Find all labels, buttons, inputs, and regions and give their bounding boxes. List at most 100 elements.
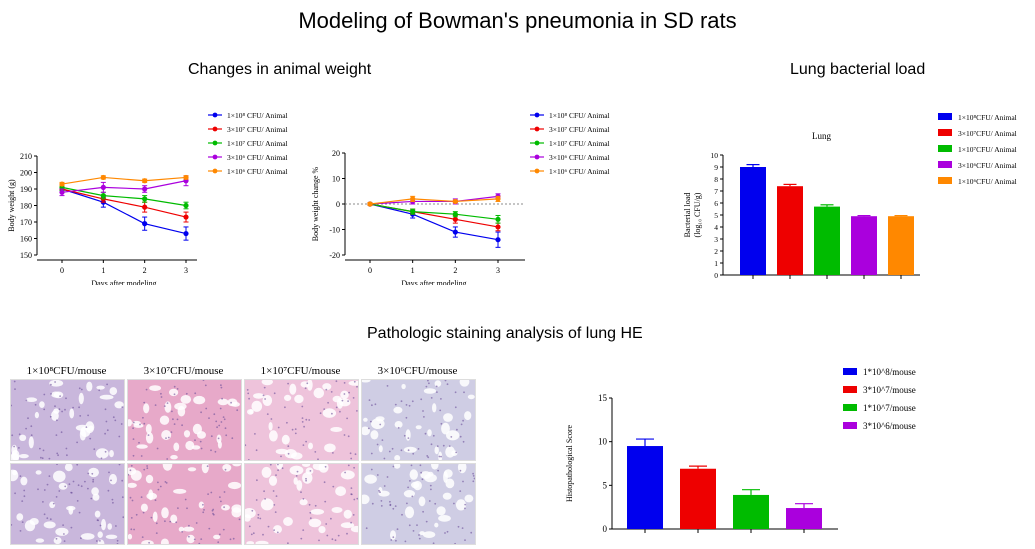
histology-column-label: 1×10⁸CFU/mouse bbox=[26, 365, 107, 377]
histology-panel: 1×10⁸CFU/mouse 3×10⁷CFU/mouse 1×10⁷CFU/mou… bbox=[6, 365, 480, 548]
tissue-panel bbox=[244, 378, 362, 461]
data-point bbox=[59, 189, 65, 195]
legend-label: 3*10^6/mouse bbox=[863, 421, 916, 431]
tissue-panel bbox=[6, 463, 125, 548]
y-tick-label: 170 bbox=[20, 218, 32, 227]
y-tick-label: 0 bbox=[336, 200, 340, 209]
legend-label: 1*10^8/mouse bbox=[863, 367, 916, 377]
tissue-panel bbox=[125, 458, 243, 548]
legend-swatch bbox=[843, 386, 857, 393]
y-tick-label: 0 bbox=[714, 271, 718, 280]
body-weight-chart: 150 160 170 180 190 200 210 0 1 2 3 Days after mode… bbox=[7, 111, 288, 285]
y-tick-label: 180 bbox=[20, 202, 32, 211]
data-point bbox=[495, 216, 501, 222]
legend-marker bbox=[534, 140, 540, 146]
x-tick-label: 3 bbox=[184, 266, 188, 275]
legend-swatch bbox=[938, 113, 952, 120]
tissue-panel bbox=[242, 458, 363, 546]
y-tick-label: 210 bbox=[20, 152, 32, 161]
legend-label: 3×10⁶CFU/ Animal bbox=[958, 161, 1017, 170]
data-point bbox=[142, 196, 148, 202]
legend-label: 3×10⁶ CFU/ Animal bbox=[227, 153, 288, 162]
bar bbox=[777, 186, 803, 275]
series-line bbox=[369, 203, 499, 220]
bar bbox=[680, 468, 716, 529]
tissue-image bbox=[359, 459, 476, 545]
tissue-image bbox=[125, 458, 243, 548]
x-tick-label: 3 bbox=[496, 266, 500, 275]
histology-column-label: 3×10⁷CFU/mouse bbox=[143, 365, 224, 377]
legend-label: 1×10⁶CFU/ Animal bbox=[958, 177, 1017, 186]
data-point bbox=[59, 181, 65, 187]
data-point bbox=[142, 221, 148, 227]
data-point bbox=[100, 174, 106, 181]
y-tick-label: 3 bbox=[714, 235, 718, 244]
y-tick-label: 190 bbox=[20, 185, 32, 194]
data-point bbox=[142, 186, 148, 192]
x-tick-label: 0 bbox=[60, 266, 64, 275]
tissue-panel bbox=[360, 377, 476, 462]
legend-swatch bbox=[843, 422, 857, 429]
bar bbox=[851, 216, 877, 275]
legend-label: 1×10⁷CFU/ Animal bbox=[958, 145, 1017, 154]
weight-section-title: Changes in animal weight bbox=[188, 61, 372, 78]
bar bbox=[733, 494, 769, 529]
y-tick-label: 200 bbox=[20, 169, 32, 178]
legend-label: 1×10⁶ CFU/ Animal bbox=[549, 167, 610, 176]
load-section-title: Lung bacterial load bbox=[790, 61, 926, 78]
x-tick-label: 1 bbox=[411, 266, 415, 275]
series-line bbox=[61, 188, 187, 235]
y-tick-label: 7 bbox=[714, 187, 718, 196]
legend-marker bbox=[212, 112, 218, 118]
legend-label: 1×10⁸ CFU/ Animal bbox=[549, 111, 610, 120]
legend-label: 1×10⁷ CFU/ Animal bbox=[227, 139, 288, 148]
tissue-panel bbox=[10, 379, 125, 463]
data-point bbox=[367, 201, 373, 207]
data-point bbox=[142, 204, 148, 210]
legend-marker bbox=[534, 154, 540, 160]
legend-marker bbox=[534, 126, 540, 132]
bar bbox=[740, 167, 766, 275]
x-axis-label: Days after modeling bbox=[91, 279, 156, 285]
y-axis-label: Histopathological Score bbox=[565, 425, 574, 503]
y-tick-label: 6 bbox=[714, 199, 718, 208]
legend-label: 3×10⁷ CFU/ Animal bbox=[227, 125, 288, 134]
tissue-image bbox=[360, 377, 475, 462]
data-point bbox=[452, 229, 458, 235]
y-tick-label: 2 bbox=[714, 247, 718, 256]
tissue-image bbox=[126, 379, 241, 460]
tissue-panel bbox=[126, 379, 242, 461]
legend-swatch bbox=[938, 129, 952, 136]
x-tick-label: 0 bbox=[368, 266, 372, 275]
histo-score-chart: 0 5 10 15 Histopathological Score 1*10^8/mous… bbox=[565, 367, 916, 534]
y-tick-label: 160 bbox=[20, 235, 32, 244]
data-point bbox=[452, 198, 458, 205]
tissue-image bbox=[6, 463, 125, 548]
y-tick-label: -10 bbox=[329, 226, 340, 235]
legend-label: 3*10^7/mouse bbox=[863, 385, 916, 395]
series-line bbox=[61, 188, 187, 218]
data-point bbox=[183, 230, 189, 237]
y-tick-label: -20 bbox=[329, 251, 340, 260]
y-tick-label: 20 bbox=[332, 149, 340, 158]
y-tick-label: 150 bbox=[20, 251, 32, 260]
legend-swatch bbox=[938, 145, 952, 152]
bar bbox=[888, 216, 914, 275]
series-line bbox=[369, 203, 499, 241]
tissue-image bbox=[10, 379, 124, 463]
y-tick-label: 10 bbox=[711, 151, 719, 160]
legend-label: 3×10⁷CFU/ Animal bbox=[958, 129, 1017, 138]
x-tick-label: 2 bbox=[453, 266, 457, 275]
data-point bbox=[452, 216, 458, 222]
series-line bbox=[369, 195, 499, 205]
y-tick-label: 15 bbox=[598, 393, 608, 403]
data-point bbox=[183, 202, 189, 209]
y-axis-label: Body weight (g) bbox=[7, 179, 16, 232]
bacterial-load-chart: 0 1 2 3 4 5 6 7 8 9 10 Lung Bacterial load(log₁₀ CFU… bbox=[683, 113, 1017, 280]
histology-column-label: 3×10⁶CFU/mouse bbox=[377, 365, 458, 377]
weight-change-chart: -20 -10 0 10 20 0 1 2 3 Days after modeling Body w… bbox=[311, 111, 610, 285]
legend-marker bbox=[534, 112, 540, 118]
tissue-image bbox=[242, 458, 363, 546]
series-line bbox=[61, 176, 187, 185]
legend-label: 3×10⁷ CFU/ Animal bbox=[549, 125, 610, 134]
